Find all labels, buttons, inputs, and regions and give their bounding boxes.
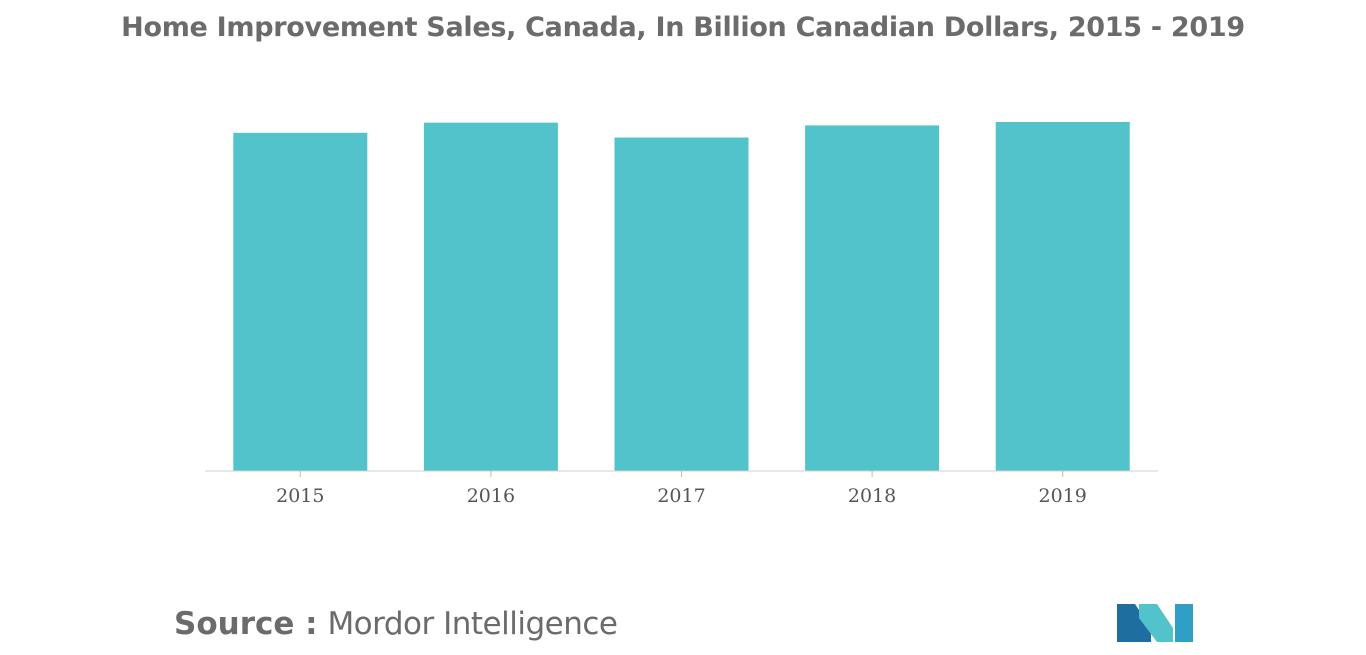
bar-2019 <box>995 121 1130 471</box>
bar-2017 <box>614 137 749 471</box>
source-note: Source : Mordor Intelligence <box>174 606 618 642</box>
logo-left-shape <box>1117 604 1151 642</box>
x-tick-label-2018: 2018 <box>848 485 896 507</box>
x-tick-label-2017: 2017 <box>657 485 705 507</box>
chart-title: Home Improvement Sales, Canada, In Billi… <box>121 12 1245 43</box>
x-tick-label-2019: 2019 <box>1039 485 1087 507</box>
bars-layer <box>233 121 1130 472</box>
source-prefix: Source : <box>174 606 318 642</box>
ticks-layer <box>299 471 1064 477</box>
bar-2015 <box>233 132 368 471</box>
mordor-intelligence-logo-icon <box>1117 604 1193 642</box>
bar-2016 <box>423 122 558 471</box>
x-tick-label-2016: 2016 <box>467 485 515 507</box>
logo-middle-shape <box>1139 604 1173 642</box>
logo-right-shape <box>1175 604 1193 642</box>
source-name: Mordor Intelligence <box>327 606 618 642</box>
bar-chart: 2015 2016 2017 2018 2019 <box>205 121 1158 507</box>
x-tick-label-2015: 2015 <box>276 485 324 507</box>
bar-2018 <box>805 125 940 472</box>
tick-labels-layer: 2015 2016 2017 2018 2019 <box>276 485 1087 507</box>
